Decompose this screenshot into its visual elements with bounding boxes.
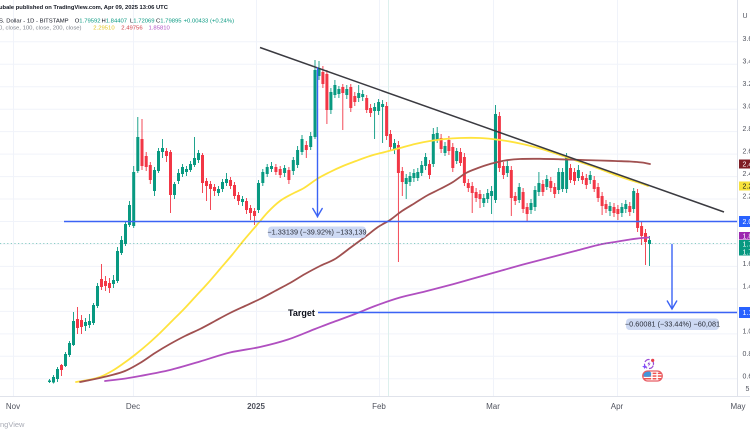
svg-text:0.60000: 0.60000 (743, 373, 750, 380)
svg-text:L1.72069: L1.72069 (130, 18, 155, 24)
svg-text:ngView: ngView (0, 420, 25, 429)
svg-text:1.19814: 1.19814 (743, 310, 750, 317)
svg-text:5: 5 (746, 386, 750, 393)
svg-text:O1.79592: O1.79592 (75, 18, 101, 24)
svg-text:Target: Target (288, 308, 315, 318)
svg-text:−0.60081 (−33.44%) −60,081: −0.60081 (−33.44%) −60,081 (625, 320, 720, 329)
svg-text:1.79895: 1.79895 (743, 242, 750, 249)
svg-text:1.85810: 1.85810 (743, 233, 750, 240)
svg-text:H1.84407: H1.84407 (102, 18, 128, 24)
svg-text:U: U (743, 13, 748, 20)
svg-text:Nov: Nov (6, 402, 20, 411)
svg-text:3.40000: 3.40000 (743, 59, 750, 66)
svg-text:C1.79895: C1.79895 (156, 18, 182, 24)
svg-text:3.60000: 3.60000 (743, 36, 750, 43)
svg-text:2.29510: 2.29510 (743, 184, 750, 191)
svg-text:2.49756: 2.49756 (743, 162, 750, 169)
svg-text:2025: 2025 (247, 402, 265, 411)
svg-text:2.60000: 2.60000 (743, 149, 750, 156)
svg-text:May: May (730, 402, 745, 411)
svg-text:2.40000: 2.40000 (743, 171, 750, 178)
svg-text:2.29510: 2.29510 (93, 25, 115, 31)
svg-text:Apr: Apr (611, 402, 624, 411)
svg-text:Dec: Dec (126, 402, 140, 411)
svg-text:Mar: Mar (486, 402, 500, 411)
svg-text:3.00000: 3.00000 (743, 104, 750, 111)
svg-text:1.40000: 1.40000 (743, 283, 750, 290)
svg-text:2.00350: 2.00350 (743, 219, 750, 226)
svg-text:0.80000: 0.80000 (743, 351, 750, 358)
svg-text:Feb: Feb (372, 402, 386, 411)
svg-text:2.49756: 2.49756 (121, 25, 143, 31)
svg-text:1.60000: 1.60000 (743, 261, 750, 268)
svg-text:1.85810: 1.85810 (149, 25, 171, 31)
svg-text:3.20000: 3.20000 (743, 81, 750, 88)
svg-text:0, close, 100, close, 200, clo: 0, close, 100, close, 200, close) (0, 25, 82, 31)
svg-text:2.80000: 2.80000 (743, 126, 750, 133)
svg-text:+0.00433 (+0.24%): +0.00433 (+0.24%) (184, 18, 234, 24)
svg-text:ubale published on TradingView: ubale published on TradingView.com, Apr … (0, 5, 169, 11)
svg-text:1.72069: 1.72069 (743, 249, 750, 256)
svg-text:1.00000: 1.00000 (743, 328, 750, 335)
svg-text:2.20000: 2.20000 (743, 194, 750, 201)
svg-text:−1.33139 (−39.92%) −133,139: −1.33139 (−39.92%) −133,139 (267, 228, 366, 237)
svg-text:S. Dollar - 1D - BITSTAMP: S. Dollar - 1D - BITSTAMP (0, 18, 69, 24)
